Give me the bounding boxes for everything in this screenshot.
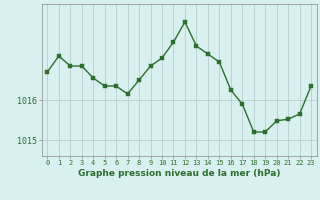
X-axis label: Graphe pression niveau de la mer (hPa): Graphe pression niveau de la mer (hPa)	[78, 169, 280, 178]
